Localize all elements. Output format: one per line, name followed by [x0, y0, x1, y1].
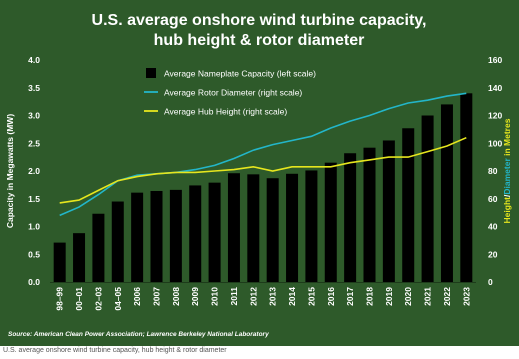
left-tick-label: 3.5 — [28, 83, 40, 93]
capacity-bar — [305, 170, 318, 282]
chart-title-line-2: hub height & rotor diameter — [154, 32, 365, 49]
category-label: 2006 — [132, 287, 142, 306]
capacity-bar — [111, 201, 124, 282]
category-label: 2019 — [384, 287, 394, 306]
left-tick-label: 1.5 — [28, 194, 40, 204]
capacity-bar — [286, 173, 299, 282]
capacity-bar — [402, 128, 415, 282]
left-tick-label: 2.5 — [28, 138, 40, 148]
legend-label-capacity: Average Nameplate Capacity (left scale) — [164, 69, 316, 79]
left-tick-label: 4.0 — [28, 55, 40, 65]
left-tick-label: 3.0 — [28, 111, 40, 121]
right-axis-label-part: in Metres — [502, 118, 512, 158]
category-label: 02–03 — [93, 287, 103, 311]
right-tick-label: 100 — [488, 138, 502, 148]
category-label: 2020 — [403, 287, 413, 306]
category-label: 2017 — [345, 287, 355, 306]
left-tick-label: 0.0 — [28, 277, 40, 287]
category-label: 2014 — [287, 287, 297, 306]
right-axis-label-part: Height — [502, 197, 512, 224]
right-tick-label: 120 — [488, 111, 502, 121]
left-axis-label: Capacity in Megawatts (MW) — [5, 114, 15, 228]
capacity-bar — [131, 192, 144, 282]
chart-title-line-1: U.S. average onshore wind turbine capaci… — [92, 12, 427, 29]
right-tick-label: 20 — [488, 249, 498, 259]
right-tick-label: 0 — [488, 277, 493, 287]
category-label: 2022 — [442, 287, 452, 306]
capacity-bar — [460, 93, 473, 282]
legend-swatch-capacity — [146, 68, 156, 78]
category-label: 2007 — [152, 287, 162, 306]
right-tick-label: 60 — [488, 194, 498, 204]
figure-caption: U.S. average onshore wind turbine capaci… — [3, 347, 227, 354]
legend-label-rotor: Average Rotor Diameter (right scale) — [164, 88, 302, 98]
category-label: 2012 — [248, 287, 258, 306]
capacity-bar — [73, 233, 86, 282]
category-label: 2011 — [229, 287, 239, 306]
category-label: 2018 — [365, 287, 375, 306]
capacity-bar — [363, 147, 376, 282]
right-tick-label: 140 — [488, 83, 502, 93]
capacity-bar — [92, 213, 105, 282]
capacity-bar — [382, 140, 395, 282]
capacity-bar — [266, 178, 279, 282]
category-label: 2016 — [326, 287, 336, 306]
left-tick-label: 2.0 — [28, 166, 40, 176]
category-label: 00–01 — [74, 287, 84, 311]
capacity-bar — [421, 115, 434, 282]
right-tick-label: 160 — [488, 55, 502, 65]
category-label: 2023 — [461, 287, 471, 306]
right-tick-label: 40 — [488, 222, 498, 232]
right-axis-label-part: / — [502, 194, 512, 197]
category-label: 2010 — [210, 287, 220, 306]
chart-panel: U.S. average onshore wind turbine capaci… — [0, 0, 519, 346]
capacity-bar — [208, 182, 221, 282]
capacity-bar — [53, 242, 66, 282]
category-label: 2013 — [268, 287, 278, 306]
category-label: 98–99 — [55, 287, 65, 311]
source-note: Source: American Clean Power Association… — [8, 331, 269, 338]
category-label: 04–05 — [113, 287, 123, 311]
legend-label-hub: Average Hub Height (right scale) — [164, 107, 287, 117]
chart-svg: U.S. average onshore wind turbine capaci… — [5, 12, 512, 338]
right-axis-label-part: Diameter — [502, 158, 512, 195]
category-label: 2021 — [423, 287, 433, 306]
category-label: 2009 — [190, 287, 200, 306]
capacity-bar — [150, 190, 163, 282]
right-tick-label: 80 — [488, 166, 498, 176]
left-tick-label: 1.0 — [28, 222, 40, 232]
category-label: 2015 — [306, 287, 316, 306]
right-axis-label: Height/Diameter in Metres — [502, 118, 512, 223]
capacity-bar — [344, 153, 357, 282]
capacity-bar — [169, 189, 182, 282]
capacity-bar — [324, 162, 337, 282]
left-tick-label: 0.5 — [28, 249, 40, 259]
capacity-bar — [247, 174, 260, 282]
capacity-bar — [440, 104, 453, 283]
capacity-bar — [227, 173, 240, 282]
capacity-bar — [189, 185, 202, 282]
category-label: 2008 — [171, 287, 181, 306]
hub-height-line — [59, 136, 467, 204]
